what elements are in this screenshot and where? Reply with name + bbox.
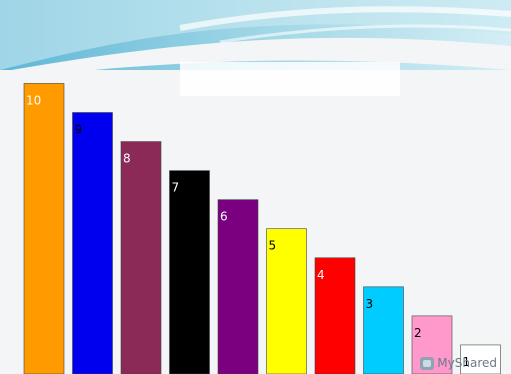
bar-label-7: 7 bbox=[172, 181, 180, 195]
bar-8 bbox=[120, 141, 162, 374]
bar-label-3: 3 bbox=[366, 297, 374, 311]
bar-label-4: 4 bbox=[317, 268, 325, 282]
bar-10 bbox=[23, 83, 65, 374]
bar-7 bbox=[169, 170, 210, 374]
watermark: MyShared bbox=[420, 356, 497, 370]
bar-5 bbox=[266, 228, 307, 374]
bar-label-5: 5 bbox=[269, 239, 277, 253]
bar-label-9: 9 bbox=[75, 122, 83, 136]
bar-4 bbox=[314, 257, 356, 374]
bar-1 bbox=[460, 344, 501, 374]
myshared-logo-icon bbox=[420, 356, 435, 370]
watermark-text: MyShared bbox=[437, 356, 497, 370]
header-swoosh bbox=[0, 0, 511, 80]
title-placeholder bbox=[180, 62, 400, 96]
bar-label-2: 2 bbox=[414, 326, 422, 340]
bar-label-10: 10 bbox=[26, 93, 41, 107]
bar-9 bbox=[72, 112, 113, 374]
bar-label-1: 1 bbox=[463, 355, 471, 369]
bar-3 bbox=[363, 286, 404, 374]
bar-6 bbox=[217, 199, 259, 374]
bar-label-6: 6 bbox=[220, 210, 228, 224]
bar-label-8: 8 bbox=[123, 152, 131, 166]
